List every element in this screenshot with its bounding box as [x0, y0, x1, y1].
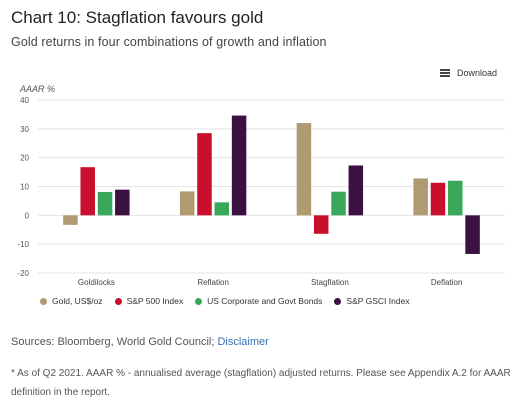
bar-chart: 40 30 20 10 0 -10 -20 Goldilocks Reflation Stagf… [17, 84, 505, 287]
bar[interactable] [197, 133, 212, 216]
menu-icon [439, 69, 450, 77]
x-axis-labels: Goldilocks Reflation Stagflation Deflation [78, 278, 462, 287]
legend-swatch [334, 297, 342, 305]
legend-item[interactable]: Gold, US$/oz [40, 296, 103, 306]
x-tick-label: Stagflation [311, 278, 349, 287]
bar[interactable] [331, 191, 346, 216]
legend-label: Gold, US$/oz [52, 296, 103, 306]
legend-item[interactable]: S&P 500 Index [114, 296, 184, 306]
bar[interactable] [348, 165, 364, 216]
legend-swatch [114, 297, 122, 305]
x-tick-label: Deflation [431, 278, 463, 287]
y-tick-label: -20 [17, 269, 29, 278]
bar[interactable] [296, 123, 312, 216]
y-tick-label: 0 [25, 211, 30, 220]
bar[interactable] [63, 215, 78, 225]
y-axis-label: AAAR % [19, 84, 55, 94]
bar[interactable] [313, 215, 329, 234]
bar[interactable] [413, 178, 428, 216]
chart-subtitle: Gold returns in four combinations of gro… [11, 35, 327, 49]
y-axis: 40 30 20 10 0 -10 -20 [17, 96, 29, 278]
download-button[interactable]: Download [439, 68, 497, 78]
legend-swatch [195, 297, 203, 305]
sources-line: Sources: Bloomberg, World Gold Council; … [11, 336, 269, 348]
legend-label: S&P GSCI Index [346, 296, 410, 306]
x-tick-label: Reflation [197, 278, 229, 287]
bar[interactable] [448, 180, 463, 216]
y-tick-label: 20 [20, 154, 29, 163]
bar[interactable] [179, 191, 195, 216]
disclaimer-link[interactable]: Disclaimer [217, 336, 269, 348]
y-tick-label: 30 [20, 125, 29, 134]
y-tick-label: 10 [20, 183, 29, 192]
legend-swatch [40, 297, 47, 305]
bar[interactable] [465, 215, 480, 254]
footnote: * As of Q2 2021. AAAR % - annualised ave… [11, 368, 511, 398]
sources-text: Sources: Bloomberg, World Gold Council; [11, 336, 218, 348]
x-tick-label: Goldilocks [78, 278, 115, 287]
legend-item[interactable]: S&P GSCI Index [334, 296, 410, 306]
legend-label: US Corporate and Govt Bonds [207, 296, 323, 306]
bar[interactable] [115, 189, 130, 216]
y-tick-label: -10 [17, 240, 29, 249]
chart-title: Chart 10: Stagflation favours gold [11, 8, 264, 27]
chart-legend: Gold, US$/oz S&P 500 Index US Corporate an… [40, 296, 410, 306]
download-label: Download [456, 68, 497, 78]
legend-label: S&P 500 Index [126, 296, 184, 306]
bar[interactable] [430, 182, 446, 216]
bar[interactable] [80, 167, 95, 216]
bar[interactable] [231, 115, 247, 216]
bar[interactable] [97, 191, 113, 216]
legend-item[interactable]: US Corporate and Govt Bonds [195, 296, 322, 306]
bar[interactable] [214, 202, 230, 216]
bars [63, 115, 480, 254]
y-tick-label: 40 [20, 96, 29, 105]
